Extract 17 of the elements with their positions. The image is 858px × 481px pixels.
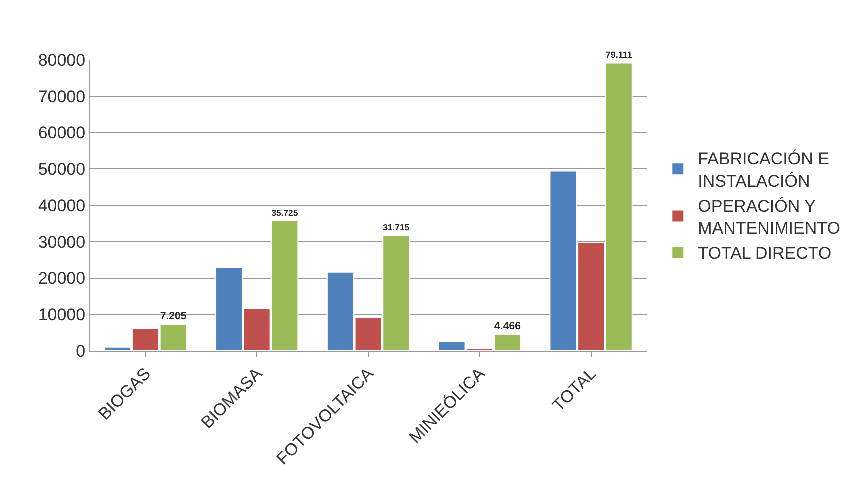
y-tick-label: 10000 [38, 306, 86, 325]
legend-label: TOTAL DIRECTO [698, 244, 832, 264]
y-tick-label: 30000 [38, 232, 86, 252]
y-tick-label: 20000 [38, 269, 86, 288]
y-tick-label: 40000 [38, 196, 86, 216]
y-tick-label: 70000 [38, 87, 86, 106]
legend-label: OPERACIÓN Y MANTENIMIENTO [698, 196, 840, 238]
data-label: 35.725 [272, 208, 298, 218]
y-tick-label: 80000 [38, 50, 86, 70]
legend-label: FABRICACIÓN E INSTALACIÓN [698, 150, 830, 191]
y-tick-label: 60000 [38, 124, 86, 143]
y-tick-label: 0 [76, 342, 86, 361]
data-label: 31.715 [383, 222, 410, 233]
data-label: 4.466 [494, 320, 522, 332]
data-label: 79.111 [606, 50, 632, 60]
data-label: 7.205 [160, 310, 187, 322]
y-tick-label: 50000 [38, 160, 86, 180]
